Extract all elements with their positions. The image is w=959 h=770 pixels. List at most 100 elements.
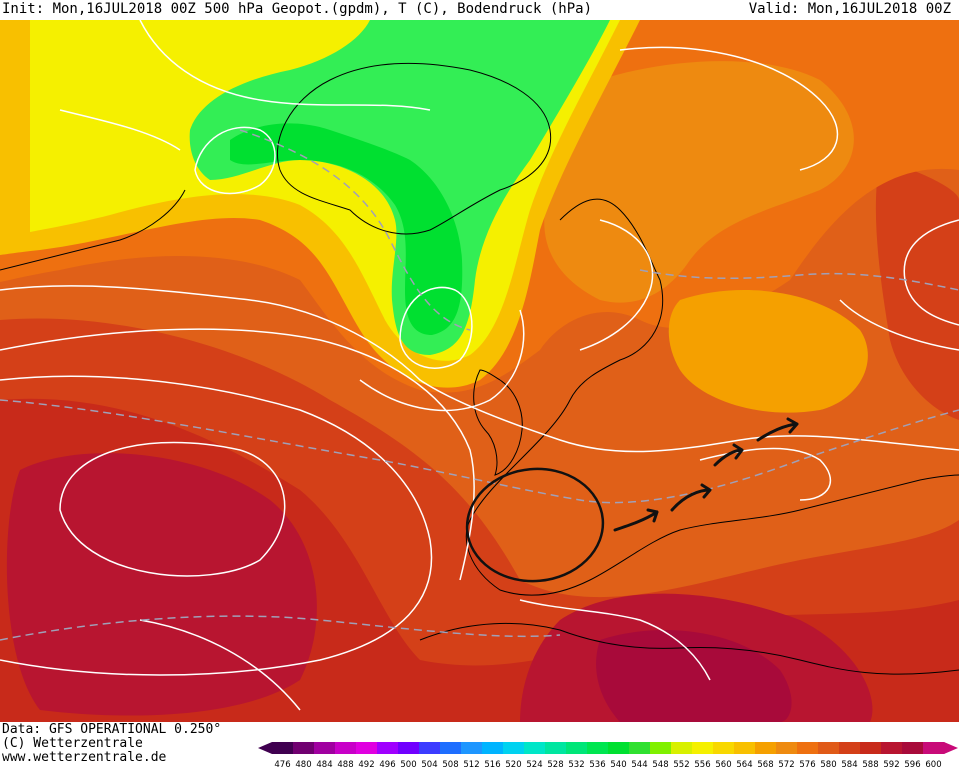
isobar-1010-b [359,309,525,412]
init-title: Init: Mon,16JUL2018 00Z 500 hPa Geopot.(… [2,1,593,17]
header-bar: Init: Mon,16JUL2018 00Z 500 hPa Geopot.(… [0,0,959,20]
colorscale-tick-label: 556 [694,760,710,770]
colorscale-tick-label: 580 [820,760,836,770]
colorscale-swatch [734,742,756,754]
colorscale-swatch [545,742,567,754]
footer-data-source: Data: GFS OPERATIONAL 0.250° [2,722,222,737]
colorscale-swatch [272,742,294,754]
colorscale-tick-label: 584 [841,760,857,770]
isotherms [0,129,959,641]
colorscale-tick-label: 568 [757,760,773,770]
colorscale-swatch [923,742,945,754]
colorscale-swatch [587,742,609,754]
colorscale-legend: 476 480 484 488 492 496 500 504 508 512 516 520 524 5… [258,742,958,770]
colorscale-tick-label: 528 [547,760,563,770]
colorscale-swatch [713,742,735,754]
colorscale-tick-label: 480 [295,760,311,770]
colorscale-tick-label: 572 [778,760,794,770]
isobar-1005-a [59,109,181,151]
isobars [0,20,959,711]
colorscale-swatch [776,742,798,754]
colorscale-tick-label: 512 [463,760,479,770]
colorscale-tip-right [944,742,958,754]
colorscale-tick-label: 520 [505,760,521,770]
isobar-1015-med [519,599,711,681]
isotherm-1 [0,399,959,504]
isobar-1015-c [579,219,654,351]
colorscale-swatch [440,742,462,754]
colorscale-tick-label: 544 [631,760,647,770]
field-darkred-east [875,160,959,420]
arrow-1 [613,508,659,532]
colorscale-swatch [650,742,672,754]
colorscale-tick-label: 540 [610,760,626,770]
colorscale-swatch [356,742,378,754]
colorscale-swatch [419,742,441,754]
arrow-2 [670,483,712,512]
colorscale-swatch [839,742,861,754]
colorscale-swatch [755,742,777,754]
britain-coast [473,369,523,476]
isobar-1025 [0,375,433,676]
colorscale-bars [258,742,958,754]
arrow-3 [713,443,744,467]
annotation-arrows [613,417,799,532]
weather-map [0,20,959,722]
canada-coast [0,189,186,271]
colorscale-swatch [293,742,315,754]
colorscale-swatch [482,742,504,754]
colorscale-tick-label: 560 [715,760,731,770]
isotherm-2 [239,129,471,331]
annotation-circle-iberia [465,467,605,583]
colorscale-swatch [398,742,420,754]
colorscale-swatch [524,742,546,754]
colorscale-swatch [671,742,693,754]
isotherm-3 [639,269,959,291]
colorscale-tick-label: 516 [484,760,500,770]
colorscale-tick-label: 576 [799,760,815,770]
colorscale-tick-label: 536 [589,760,605,770]
field-crimson-atlantic [6,453,317,716]
isobar-1000-low [194,126,276,195]
colorscale-tick-label: 504 [421,760,437,770]
colorscale-tick-label: 476 [274,760,290,770]
colorscale-tick-label: 524 [526,760,542,770]
isobar-1030-south [139,619,301,711]
colorscale-swatch [692,742,714,754]
colorscale-tick-label: 564 [736,760,752,770]
isobar-1020 [0,328,475,581]
footer-website[interactable]: www.wetterzentrale.de [2,750,167,765]
isobar-1015-a [0,285,959,453]
colorscale-tick-label: 592 [883,760,899,770]
colorscale-tick-label: 496 [379,760,395,770]
colorscale-tick-label: 588 [862,760,878,770]
isobar-1010-a [139,20,431,111]
colorscale-tick-label: 600 [925,760,941,770]
colorscale-swatch [881,742,903,754]
colorscale-tick-label: 508 [442,760,458,770]
colorscale-tick-label: 552 [673,760,689,770]
colorscale-tick-label: 596 [904,760,920,770]
field-green-core [230,123,463,335]
colorscale-swatch [461,742,483,754]
colorscale-tick-label: 484 [316,760,332,770]
valid-time: Valid: Mon,16JUL2018 00Z [748,1,951,17]
colorscale-tick-label: 532 [568,760,584,770]
colorscale-swatch [902,742,924,754]
colorscale-swatch [860,742,882,754]
colorscale-swatch [797,742,819,754]
colorscale-tick-label: 492 [358,760,374,770]
africa-coast [419,622,959,675]
isotherm-4 [0,615,561,641]
colorscale-swatch [608,742,630,754]
field-magenta-med [596,630,792,722]
colorscale-swatch [629,742,651,754]
arrow-4 [756,417,799,442]
colorscale-swatch [377,742,399,754]
greenland-coast [276,62,552,235]
colorscale-tick-label: 500 [400,760,416,770]
isobar-1000-iceland [399,286,473,369]
colorscale-tick-label: 548 [652,760,668,770]
colorscale-tick-label: 488 [337,760,353,770]
colorscale-swatch [335,742,357,754]
